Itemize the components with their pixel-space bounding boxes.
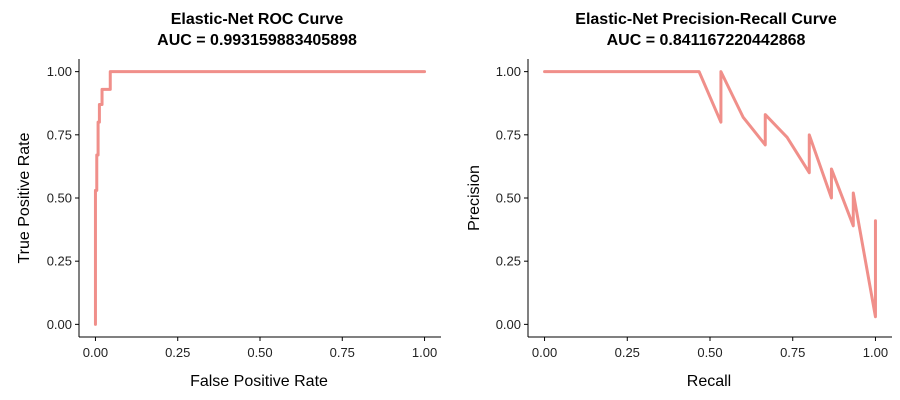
roc-x-tick-label: 0.25 <box>165 345 190 360</box>
roc-y-tick-label: 0.75 <box>47 127 72 142</box>
pr-y-label: Precision <box>466 165 483 231</box>
roc-y-label: True Positive Rate <box>16 132 33 263</box>
pr-x-tick-label: 0.75 <box>780 345 805 360</box>
roc-ticks: 0.00 0.00 0.25 0.25 0.50 0.50 0.75 0.75 1.00 1.00 <box>47 64 438 360</box>
roc-x-tick-label: 0.50 <box>247 345 272 360</box>
pr-x-tick-label: 0.50 <box>697 345 722 360</box>
pr-x-tick-label: 1.00 <box>863 345 888 360</box>
pr-y-tick-label: 0.50 <box>496 191 521 206</box>
roc-y-tick-label: 0.50 <box>47 191 72 206</box>
pr-x-tick-label: 0.25 <box>615 345 640 360</box>
roc-title: Elastic-Net ROC Curve <box>171 11 344 28</box>
pr-y-tick-label: 0.00 <box>496 317 521 332</box>
roc-x-tick-label: 0.00 <box>83 345 108 360</box>
roc-y-tick-label: 1.00 <box>47 64 72 79</box>
pr-y-tick-label: 0.75 <box>496 127 521 142</box>
pr-ticks: 0.00 0.00 0.25 0.25 0.50 0.50 0.75 0.75 1.00 1.00 <box>496 64 888 360</box>
roc-x-tick-label: 1.00 <box>412 345 437 360</box>
roc-x-tick-label: 0.75 <box>330 345 355 360</box>
pr-y-tick-label: 0.25 <box>496 254 521 269</box>
pr-panel: Elastic-Net Precision-Recall Curve AUC =… <box>466 11 892 390</box>
pr-x-tick-label: 0.00 <box>532 345 557 360</box>
roc-y-tick-label: 0.00 <box>47 317 72 332</box>
roc-x-label: False Positive Rate <box>190 373 328 390</box>
roc-subtitle: AUC = 0.993159883405898 <box>157 32 357 49</box>
pr-y-tick-label: 1.00 <box>496 64 521 79</box>
roc-y-tick-label: 0.25 <box>47 254 72 269</box>
pr-curve-line <box>543 70 877 319</box>
pr-title: Elastic-Net Precision-Recall Curve <box>575 11 837 28</box>
pr-x-label: Recall <box>687 373 731 390</box>
roc-panel: Elastic-Net ROC Curve AUC = 0.9931598834… <box>16 11 441 390</box>
roc-curve-line <box>93 70 427 326</box>
pr-subtitle: AUC = 0.841167220442868 <box>607 32 806 49</box>
